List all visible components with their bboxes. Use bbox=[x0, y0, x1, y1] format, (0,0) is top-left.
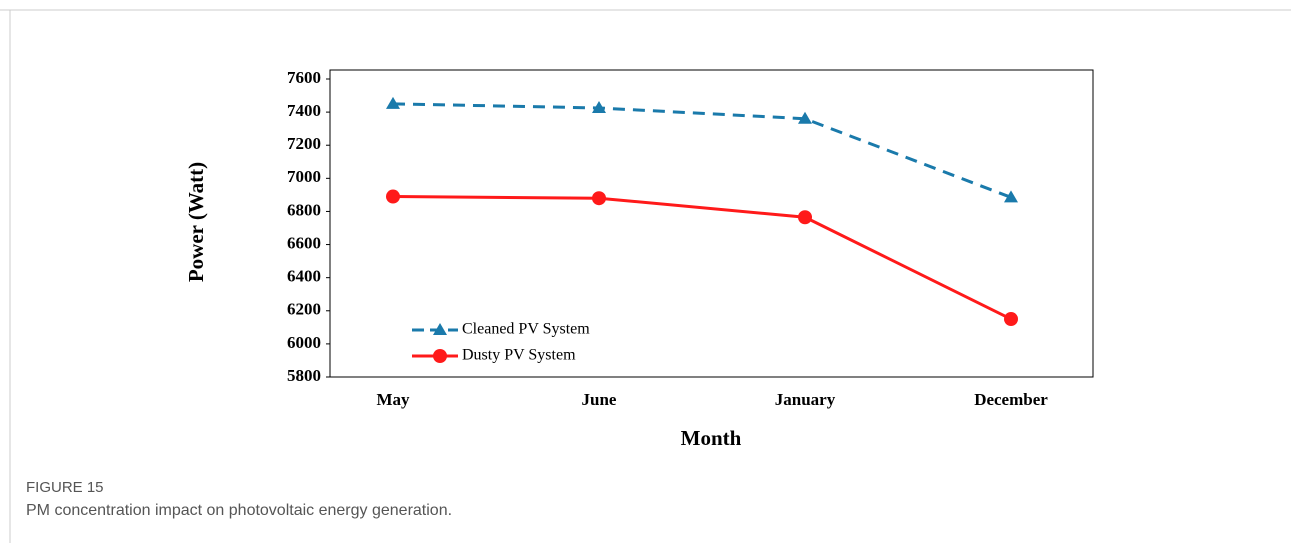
legend-label: Dusty PV System bbox=[462, 347, 576, 364]
y-tick-label: 7600 bbox=[287, 68, 321, 87]
x-tick-label: June bbox=[582, 390, 617, 409]
point bbox=[798, 111, 812, 124]
point bbox=[1004, 312, 1018, 327]
legend-marker bbox=[433, 323, 447, 335]
series-line bbox=[392, 195, 1012, 321]
y-tick-label: 7000 bbox=[287, 167, 321, 186]
point bbox=[798, 210, 812, 225]
y-tick-label: 7200 bbox=[287, 134, 321, 153]
y-tick-label: 6200 bbox=[287, 300, 321, 319]
point bbox=[1004, 190, 1018, 203]
x-tick-label: January bbox=[775, 390, 836, 409]
y-axis-title: Power (Watt) bbox=[184, 162, 208, 282]
point bbox=[386, 96, 400, 109]
y-tick-label: 6000 bbox=[287, 333, 321, 352]
series-line bbox=[392, 102, 1012, 199]
x-tick-label: December bbox=[974, 390, 1048, 409]
y-tick-label: 6800 bbox=[287, 200, 321, 219]
y-tick-label: 6600 bbox=[287, 233, 321, 252]
caption-label: FIGURE 15 bbox=[26, 479, 104, 496]
point bbox=[592, 191, 606, 206]
legend-marker bbox=[433, 349, 447, 363]
y-tick-label: 7400 bbox=[287, 101, 321, 120]
y-tick-label: 5800 bbox=[287, 366, 321, 385]
x-tick-label: May bbox=[376, 390, 410, 409]
y-tick-label: 6400 bbox=[287, 267, 321, 286]
x-axis-title: Month bbox=[681, 426, 742, 450]
point bbox=[386, 189, 400, 204]
point bbox=[592, 100, 606, 113]
legend-label: Cleaned PV System bbox=[462, 321, 590, 338]
plot-frame bbox=[329, 69, 1094, 378]
caption-text: PM concentration impact on photovoltaic … bbox=[26, 502, 452, 519]
